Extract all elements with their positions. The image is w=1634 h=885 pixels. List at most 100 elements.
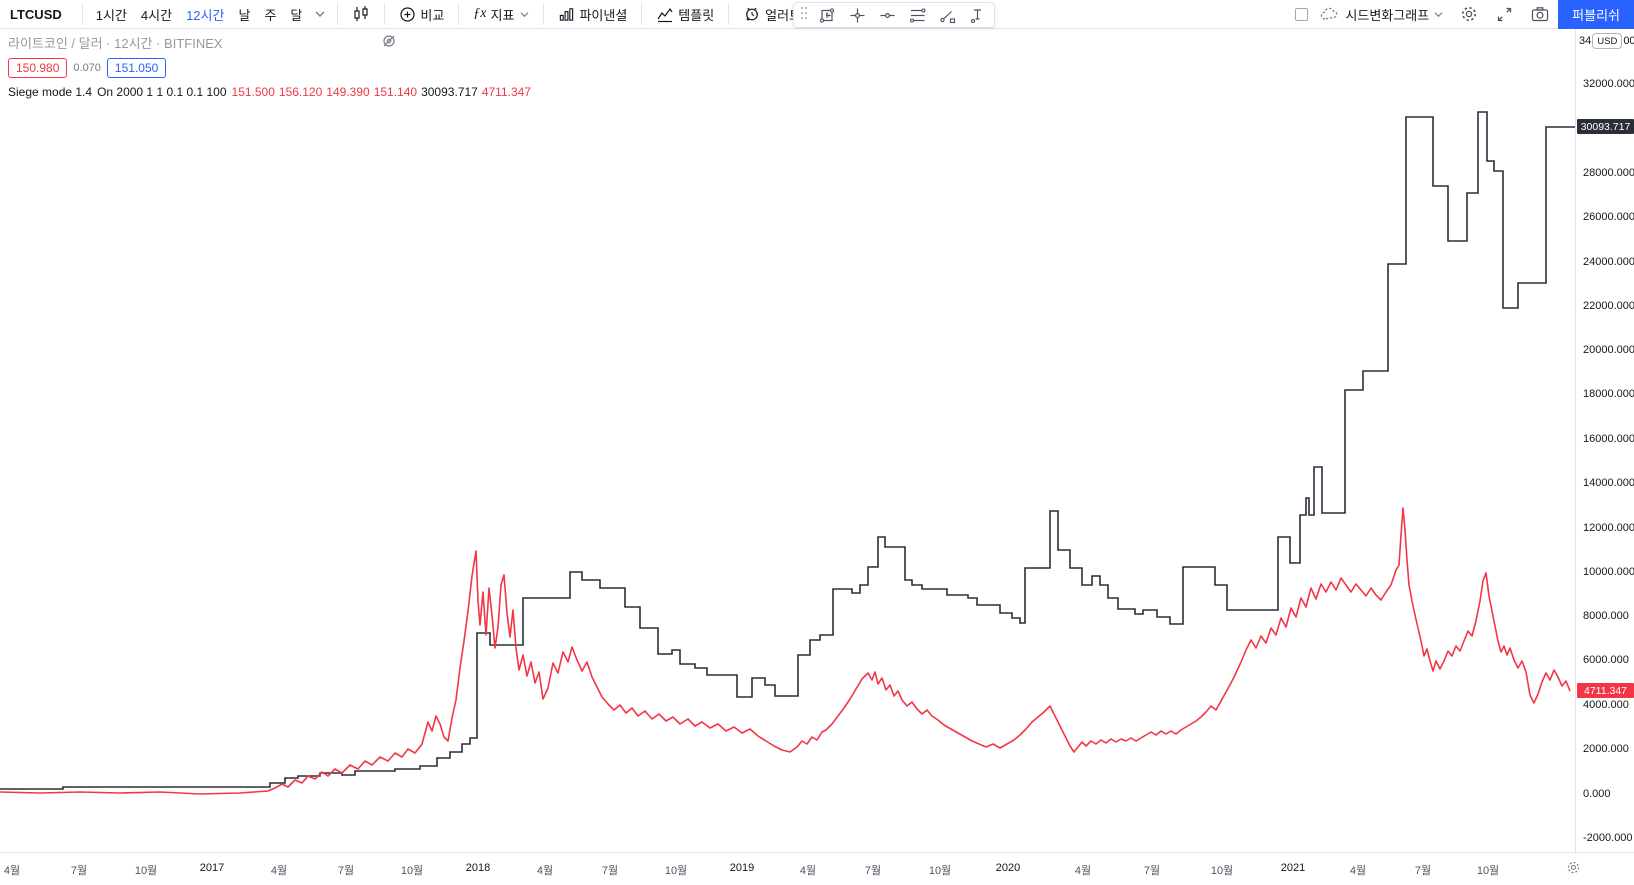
price-axis-label: 22000.000 xyxy=(1583,300,1634,312)
time-axis-month-label: 4월 xyxy=(1349,865,1367,877)
interval-button-달[interactable]: 달 xyxy=(290,7,303,23)
bid-price[interactable]: 150.980 xyxy=(8,58,68,78)
interval-button-주[interactable]: 주 xyxy=(264,7,277,23)
legend-overlay: 라이트코인 / 달러 · 12시간 · BITFINEX 150.980 0.0… xyxy=(8,33,535,99)
indicator-value: 151.140 xyxy=(373,85,418,99)
price-axis[interactable]: 34 USD 00 32000.000 28000.000 26000.000 240… xyxy=(1575,29,1634,852)
layout-selector[interactable]: 시드변화그래프 xyxy=(1312,5,1451,24)
symbol-title-row[interactable]: 라이트코인 / 달러 · 12시간 · BITFINEX xyxy=(8,33,535,52)
interval-group: 1시간 4시간 12시간 날 주 달 xyxy=(89,0,310,28)
time-axis-month-label: 4월 xyxy=(3,865,21,877)
chevron-down-icon xyxy=(521,11,529,17)
alert-label: 얼러트 xyxy=(765,7,802,23)
toolbar-divider xyxy=(641,3,643,25)
text-tool[interactable] xyxy=(962,3,992,27)
gear-icon xyxy=(1462,7,1477,21)
price-axis-label: 28000.000 xyxy=(1583,167,1634,179)
price-axis-label: 16000.000 xyxy=(1583,433,1634,445)
templates-button[interactable]: 템플릿 xyxy=(648,0,722,29)
indicator-status-row[interactable]: Siege mode 1.4 On 2000 1 1 0.1 0.1 100 1… xyxy=(8,85,535,99)
black-step-series xyxy=(0,111,1575,790)
interval-dropdown-chevron-icon[interactable] xyxy=(309,0,331,29)
time-axis-year-label: 2019 xyxy=(729,862,755,874)
fx-icon: ƒx xyxy=(473,6,487,21)
time-axis-month-label: 7월 xyxy=(70,865,88,877)
last-value-badge-dark: 30093.717 xyxy=(1577,119,1634,134)
box-projection-tool[interactable] xyxy=(812,3,842,27)
price-axis-label: 0.000 xyxy=(1583,788,1611,800)
alert-button[interactable]: 얼러트 xyxy=(735,0,809,29)
price-axis-label: -2000.000 xyxy=(1583,832,1633,844)
cloud-icon xyxy=(1321,7,1338,20)
price-axis-label: 4000.000 xyxy=(1583,699,1629,711)
box-projection-icon xyxy=(819,7,834,23)
time-axis-month-label: 7월 xyxy=(1143,865,1161,877)
alarm-clock-icon xyxy=(746,7,759,21)
layout-checkbox[interactable] xyxy=(1295,7,1309,21)
time-axis-month-label: 7월 xyxy=(601,865,619,877)
candles-icon xyxy=(354,6,368,21)
indicator-value: 4711.347 xyxy=(481,85,531,99)
axis-top-left: 34 xyxy=(1579,35,1592,47)
plus-circle-icon xyxy=(400,6,415,22)
price-axis-label: 2000.000 xyxy=(1583,743,1629,755)
horizontal-line-tool[interactable] xyxy=(872,3,902,27)
price-axis-label: 12000.000 xyxy=(1583,522,1634,534)
trend-line-tool[interactable] xyxy=(932,3,962,27)
financials-button[interactable]: 파이낸셜 xyxy=(550,0,635,29)
price-axis-label: 20000.000 xyxy=(1583,344,1634,356)
time-axis-month-label: 10월 xyxy=(400,865,424,877)
last-value-badge-red: 4711.347 xyxy=(1577,683,1634,698)
symbol-button[interactable]: LTCUSD xyxy=(10,6,62,22)
indicator-value: 30093.717 xyxy=(421,85,478,99)
symbol-title: 라이트코인 / 달러 · 12시간 · BITFINEX xyxy=(8,36,223,51)
drag-handle[interactable] xyxy=(796,6,812,25)
toolbar-divider xyxy=(384,3,386,25)
price-axis-label: 26000.000 xyxy=(1583,211,1634,223)
publish-button[interactable]: 퍼블리쉬 xyxy=(1558,0,1634,29)
time-axis-year-label: 2020 xyxy=(995,862,1021,874)
snapshot-button[interactable] xyxy=(1522,0,1558,29)
indicator-value: 151.500 xyxy=(231,85,275,99)
cross-line-icon xyxy=(850,8,864,22)
price-axis-label: 14000.000 xyxy=(1583,477,1634,489)
price-axis-label: 8000.000 xyxy=(1583,610,1629,622)
toolbar-divider xyxy=(728,3,730,25)
settings-button[interactable] xyxy=(1451,0,1487,29)
eye-off-icon[interactable] xyxy=(381,34,397,51)
drag-dots-icon xyxy=(800,6,808,19)
indicators-button[interactable]: ƒx 지표 xyxy=(465,0,537,29)
indicators-label: 지표 xyxy=(490,7,515,23)
time-axis-month-label: 4월 xyxy=(270,865,288,877)
text-anchor-icon xyxy=(970,8,981,23)
chart-style-button[interactable] xyxy=(344,0,378,29)
financials-label: 파이낸셜 xyxy=(579,7,628,23)
interval-button-1시간[interactable]: 1시간 xyxy=(95,7,127,23)
fullscreen-arrows-icon xyxy=(1498,7,1512,21)
time-axis-month-label: 10월 xyxy=(134,865,158,877)
red-line-series xyxy=(0,507,1571,795)
spread-value: 0.070 xyxy=(73,62,101,74)
time-axis-year-label: 2018 xyxy=(465,862,491,874)
time-axis-month-label: 10월 xyxy=(664,865,688,877)
compare-label: 비교 xyxy=(420,7,445,23)
indicator-template-icon xyxy=(657,7,673,22)
ask-price[interactable]: 151.050 xyxy=(106,58,167,78)
interval-button-4시간[interactable]: 4시간 xyxy=(140,7,173,23)
interval-button-12시간[interactable]: 12시간 xyxy=(186,7,225,23)
indicator-params: On 2000 1 1 0.1 0.1 100 xyxy=(97,85,227,99)
time-axis[interactable]: 4월 7월 10월 2017 4월 7월 10월 2018 4월 7월 10월 2019 4월 7월 10월… xyxy=(0,852,1634,885)
toolbar-divider xyxy=(81,3,83,25)
currency-toggle-button[interactable]: USD xyxy=(1592,33,1623,49)
interval-button-날[interactable]: 날 xyxy=(238,7,251,23)
cross-line-tool[interactable] xyxy=(842,3,872,27)
indicator-values: 151.500 156.120 149.390 151.140 30093.717 471… xyxy=(232,85,535,99)
trend-line-icon xyxy=(939,10,955,23)
fullscreen-button[interactable] xyxy=(1487,0,1522,29)
compare-button[interactable]: 비교 xyxy=(391,0,452,29)
indicator-name: Siege mode 1.4 xyxy=(8,85,93,99)
timezone-settings-icon[interactable] xyxy=(1566,860,1581,880)
time-axis-month-label: 4월 xyxy=(536,865,554,877)
parallel-lines-tool[interactable] xyxy=(902,3,932,27)
